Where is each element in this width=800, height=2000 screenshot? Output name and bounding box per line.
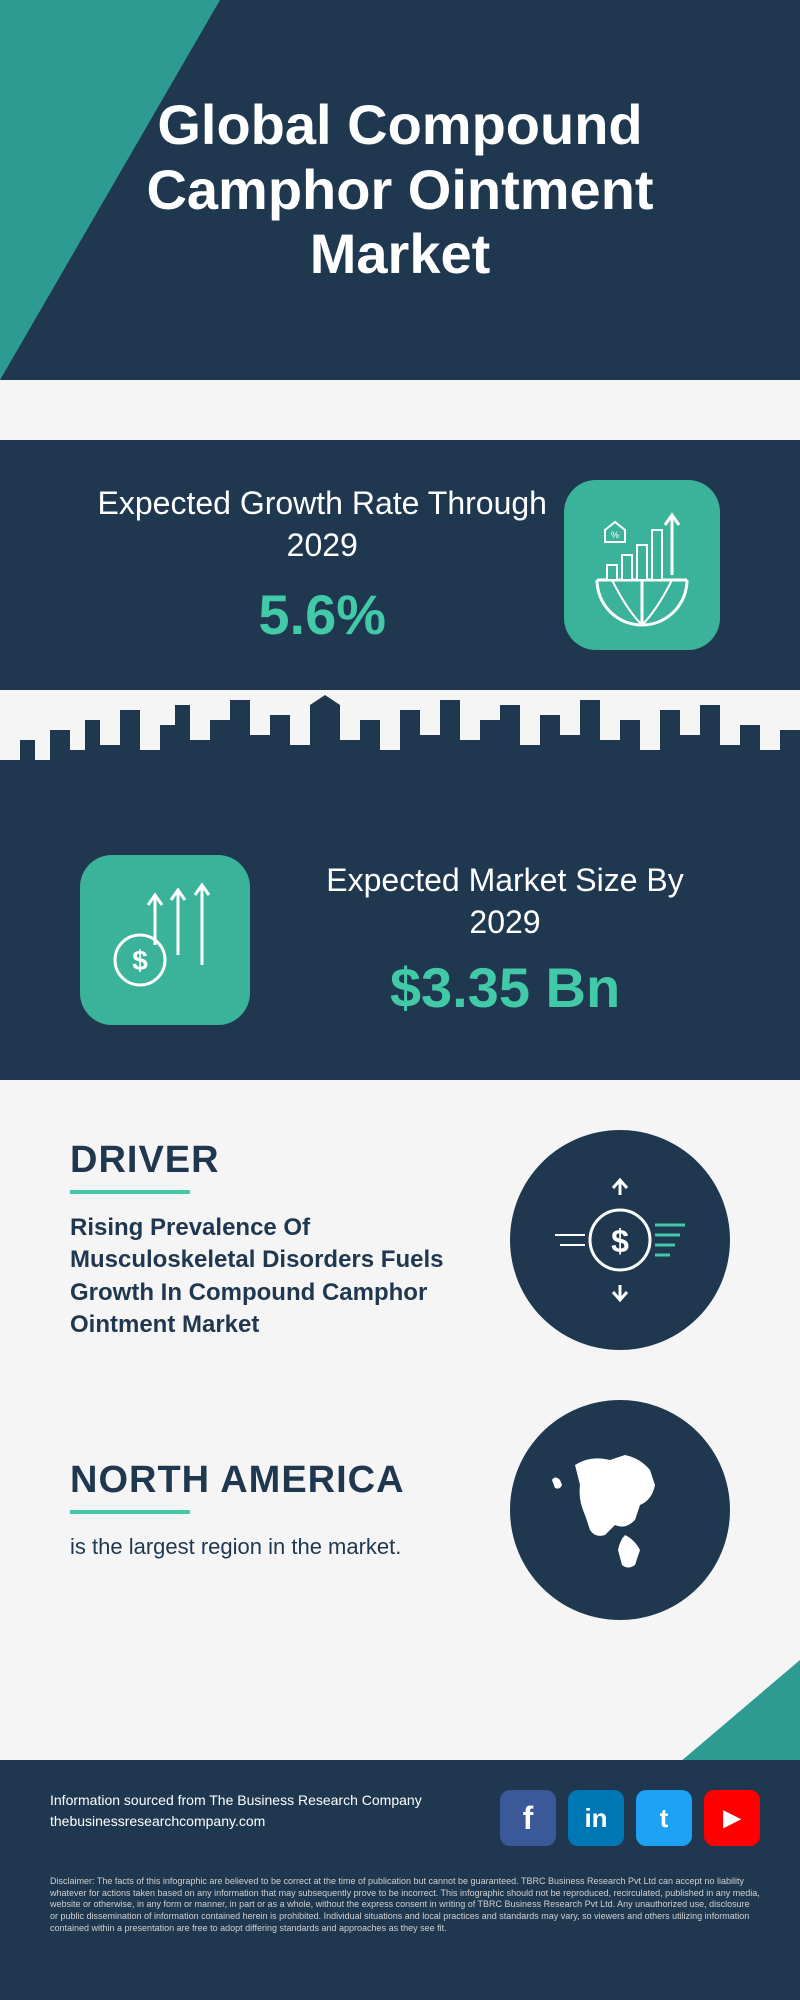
region-row: NORTH AMERICA is the largest region in t… [70,1400,730,1620]
growth-value: 5.6% [80,582,564,647]
svg-text:$: $ [132,945,148,976]
growth-label: Expected Growth Rate Through 2029 [80,483,564,566]
region-text: NORTH AMERICA is the largest region in t… [70,1459,510,1562]
spacer [0,380,800,440]
disclaimer-text: Disclaimer: The facts of this infographi… [0,1846,800,1954]
linkedin-icon[interactable]: in [568,1790,624,1846]
heading-underline [70,1510,190,1514]
source-attribution: Information sourced from The Business Re… [50,1790,422,1832]
market-size-section: $ Expected Market Size By 2029 $3.35 Bn [0,800,800,1080]
facebook-icon[interactable]: f [500,1790,556,1846]
dollar-arrows-icon: $ [80,855,250,1025]
market-size-text-block: Expected Market Size By 2029 $3.35 Bn [250,860,720,1020]
source-line-1: Information sourced from The Business Re… [50,1790,422,1811]
driver-body: Rising Prevalence Of Musculoskeletal Dis… [70,1212,470,1342]
twitter-icon[interactable]: t [636,1790,692,1846]
footer: Information sourced from The Business Re… [0,1760,800,2000]
region-heading: NORTH AMERICA [70,1459,470,1502]
info-sections: DRIVER Rising Prevalence Of Musculoskele… [0,1080,800,1720]
skyline-silhouette [0,690,800,800]
svg-text:%: % [611,530,619,540]
region-body: is the largest region in the market. [70,1532,470,1562]
growth-text-block: Expected Growth Rate Through 2029 5.6% [80,483,564,647]
driver-row: DRIVER Rising Prevalence Of Musculoskele… [70,1130,730,1350]
social-links: f in t ▶ [500,1790,760,1846]
driver-heading: DRIVER [70,1139,470,1182]
youtube-icon[interactable]: ▶ [704,1790,760,1846]
hero-section: Global Compound Camphor Ointment Market [0,0,800,380]
growth-rate-section: Expected Growth Rate Through 2029 5.6% % [0,440,800,690]
driver-text: DRIVER Rising Prevalence Of Musculoskele… [70,1139,510,1342]
source-line-2: thebusinessresearchcompany.com [50,1811,422,1832]
page-title: Global Compound Camphor Ointment Market [0,93,800,286]
svg-text:$: $ [611,1223,629,1259]
north-america-globe-icon [510,1400,730,1620]
heading-underline [70,1190,190,1194]
footer-content: Information sourced from The Business Re… [0,1760,800,1846]
cycle-dollar-icon: $ [510,1130,730,1350]
growth-globe-chart-icon: % [564,480,720,650]
market-size-value: $3.35 Bn [290,955,720,1020]
market-size-label: Expected Market Size By 2029 [290,860,720,943]
